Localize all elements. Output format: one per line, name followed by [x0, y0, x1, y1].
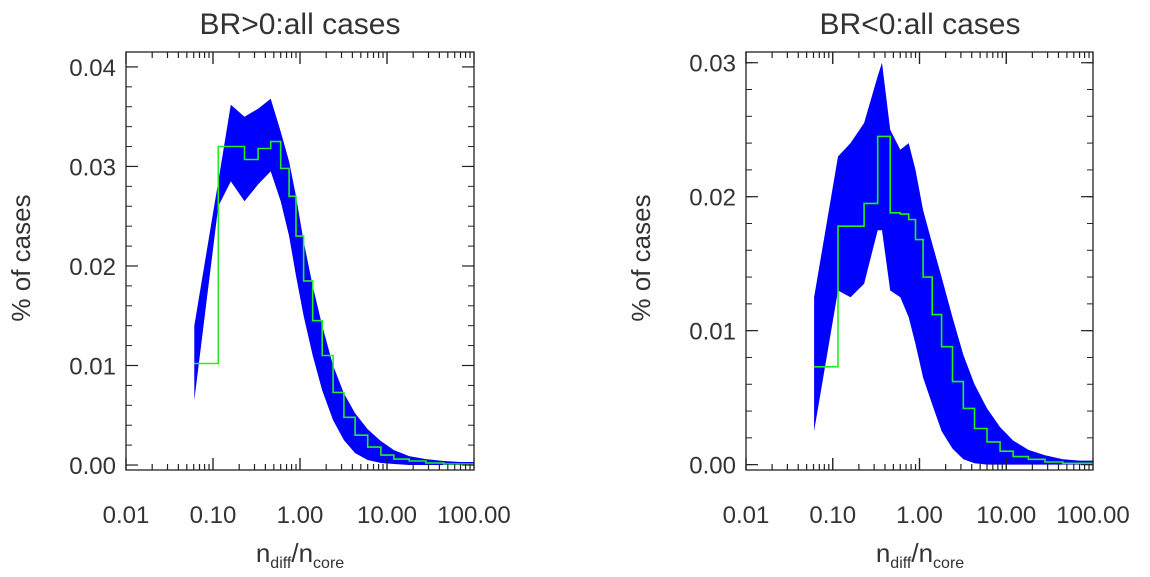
x-tick-label: 10.00 [976, 502, 1036, 529]
x-axis-label-sub-core: core [933, 555, 964, 572]
x-axis-label-sep: /n [291, 538, 313, 568]
x-tick-label: 0.01 [723, 502, 770, 529]
x-axis-label-main: n [876, 538, 890, 568]
y-tick-label: 0.04 [69, 55, 116, 82]
uncertainty-band [814, 62, 1093, 465]
x-tick-label: 100.00 [437, 502, 510, 529]
y-tick-label: 0.00 [69, 453, 116, 480]
chart-title: BR>0:all cases [200, 8, 401, 41]
x-tick-label: 0.01 [103, 502, 150, 529]
plot-area: 0.01 0.10 1.00 10.00 100.00 0.00 0.01 0.02 0.03 0… [69, 51, 511, 529]
x-tick-label: 100.00 [1056, 502, 1129, 529]
histogram-line [194, 140, 474, 465]
uncertainty-band [194, 98, 475, 466]
x-tick-label: 1.00 [896, 502, 943, 529]
x-tick-label: 10.00 [357, 502, 417, 529]
x-tick-label: 0.10 [190, 502, 237, 529]
x-axis-label: ndiff/ncore [876, 538, 964, 572]
x-axis-label-sub-core: core [313, 555, 344, 572]
x-axis-label-sub-diff: diff [890, 555, 912, 572]
plot-area: 0.01 0.10 1.00 10.00 100.00 0.00 0.01 0.02 0.03 [689, 51, 1129, 529]
x-axis-label-sep: /n [911, 538, 933, 568]
chart-panel-br-positive: BR>0:all cases % of cases ndiff/ncore 0.… [6, 8, 511, 572]
y-tick-label: 0.02 [689, 185, 736, 212]
histogram-line [814, 135, 1093, 465]
y-tick-label: 0.00 [689, 453, 736, 480]
x-tick-label: 1.00 [277, 502, 324, 529]
x-axis-label-sub-diff: diff [270, 555, 292, 572]
y-axis-label: % of cases [6, 194, 36, 321]
chart-br-positive: BR>0:all cases % of cases ndiff/ncore 0.… [6, 8, 511, 572]
x-axis-label: ndiff/ncore [256, 538, 344, 572]
y-tick-label: 0.03 [69, 154, 116, 181]
y-axis-label: % of cases [626, 194, 656, 321]
y-tick-label: 0.01 [69, 354, 116, 381]
y-tick-label: 0.01 [689, 319, 736, 346]
y-tick-label: 0.02 [69, 254, 116, 281]
y-tick-label: 0.03 [689, 51, 736, 78]
chart-title: BR<0:all cases [820, 8, 1021, 41]
x-axis-label-main: n [256, 538, 270, 568]
x-tick-label: 0.10 [809, 502, 856, 529]
chart-panel-br-negative: BR<0:all cases % of cases ndiff/ncore 0.… [575, 0, 1150, 577]
chart-br-negative: BR<0:all cases % of cases ndiff/ncore 0.… [626, 8, 1130, 572]
